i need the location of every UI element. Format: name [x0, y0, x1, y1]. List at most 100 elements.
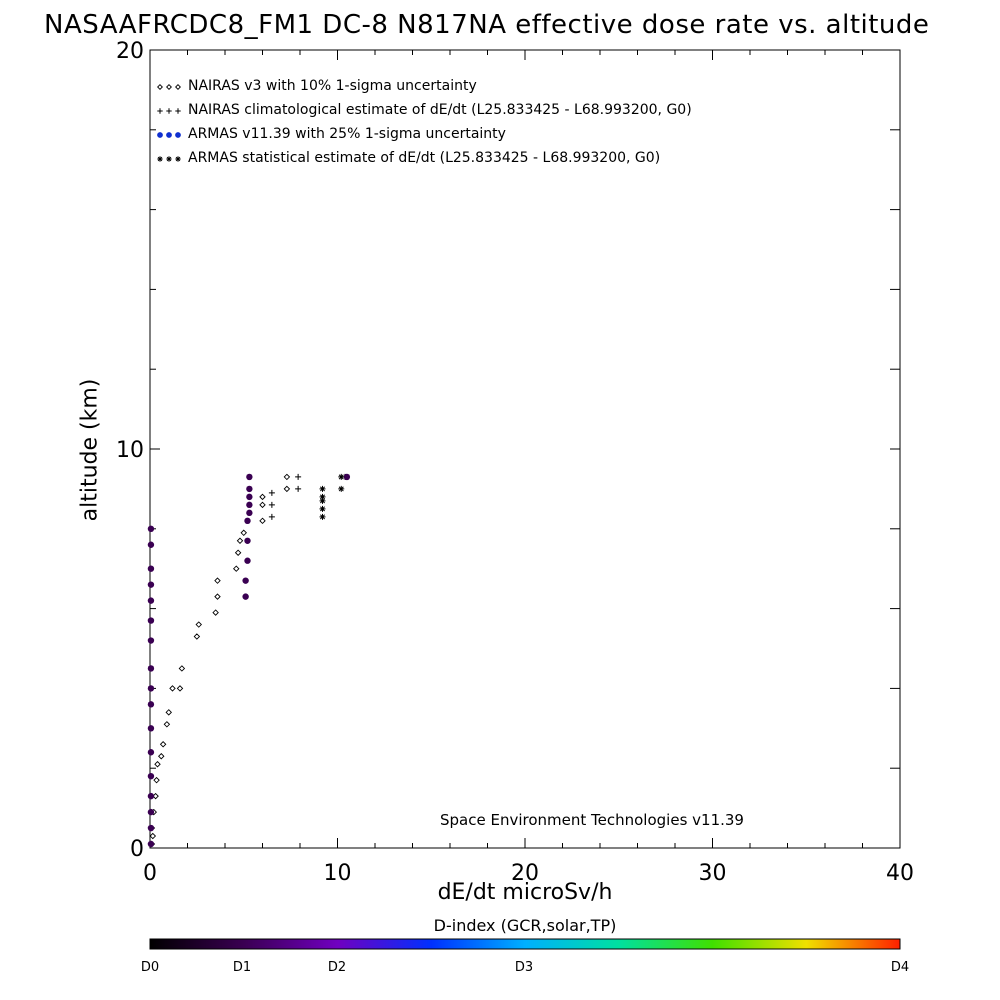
legend-entry: ARMAS statistical estimate of dE/dt (L25…	[157, 150, 660, 166]
x-axis-label: dE/dt microSv/h	[437, 880, 613, 905]
legend-symbol	[157, 84, 163, 90]
armas-statistical-point	[319, 513, 326, 520]
armas-statistical-point	[319, 505, 326, 512]
y-tick-label: 10	[116, 438, 144, 463]
nairas-v3-point	[169, 685, 176, 692]
armas-point	[242, 577, 249, 584]
armas-point	[147, 665, 155, 672]
nairas-v3-point	[195, 621, 202, 628]
legend-symbol	[166, 108, 172, 114]
y-tick-label: 20	[116, 39, 144, 64]
chart-title: NASAAFRCDC8_FM1 DC-8 N817NA effective do…	[44, 10, 930, 40]
legend-label: NAIRAS v3 with 10% 1-sigma uncertainty	[188, 78, 477, 94]
legend-symbol	[166, 84, 172, 90]
armas-point	[147, 840, 155, 848]
armas-point	[147, 701, 155, 708]
armas-point	[246, 501, 253, 509]
legend-label: ARMAS statistical estimate of dE/dt (L25…	[188, 150, 660, 166]
nairas-v3-point	[176, 685, 184, 692]
armas-point	[147, 637, 155, 644]
y-tick-label: 0	[130, 837, 144, 862]
armas-point	[343, 473, 351, 481]
x-tick-label: 0	[143, 861, 157, 886]
armas-point	[147, 685, 155, 692]
nairas-v3-point	[236, 537, 244, 545]
colorbar-label: D3	[515, 960, 533, 975]
armas-point	[244, 557, 251, 564]
nairas-v3-point	[283, 485, 291, 493]
nairas-v3-point	[214, 577, 221, 584]
nairas-v3-point	[159, 741, 167, 748]
x-tick-label: 30	[699, 861, 727, 886]
armas-statistical-point	[338, 485, 345, 492]
nairas-climatological-point	[268, 501, 275, 508]
armas-point	[147, 525, 155, 532]
armas-point	[147, 749, 155, 756]
legend-entry: ARMAS v11.39 with 25% 1-sigma uncertaint…	[157, 126, 506, 142]
nairas-v3-point	[214, 593, 221, 600]
legend-symbol	[157, 108, 163, 114]
nairas-v3-point	[149, 832, 157, 840]
legend-symbol	[175, 156, 181, 162]
armas-point	[147, 617, 155, 624]
armas-point	[246, 485, 253, 493]
armas-point	[242, 593, 249, 600]
nairas-v3-point	[259, 501, 266, 509]
nairas-climatological-point	[268, 513, 275, 520]
nairas-v3-point	[234, 549, 242, 556]
nairas-v3-point	[233, 565, 240, 572]
armas-point	[246, 493, 253, 501]
legend-entry: NAIRAS climatological estimate of dE/dt …	[157, 102, 692, 118]
nairas-v3-point	[259, 493, 266, 501]
legend-symbol	[157, 156, 163, 162]
nairas-v3-point	[153, 776, 160, 784]
legend-symbol	[157, 132, 163, 138]
colorbar	[149, 938, 901, 950]
nairas-v3-point	[154, 760, 161, 768]
legend-label: ARMAS v11.39 with 25% 1-sigma uncertaint…	[188, 126, 506, 142]
armas-point	[244, 537, 251, 544]
legend-entry: NAIRAS v3 with 10% 1-sigma uncertainty	[157, 78, 477, 94]
colorbar-title: D-index (GCR,solar,TP)	[433, 916, 617, 935]
armas-point	[244, 517, 251, 525]
legend-symbol	[166, 156, 172, 162]
colorbar-label: D4	[891, 960, 909, 975]
colorbar-label: D2	[328, 960, 346, 975]
nairas-v3-point	[193, 633, 201, 640]
armas-point	[147, 581, 155, 588]
x-tick-label: 20	[511, 861, 539, 886]
legend-symbol	[175, 108, 181, 114]
nairas-v3-point	[158, 752, 165, 760]
x-tick-label: 10	[324, 861, 352, 886]
nairas-v3-point	[283, 473, 291, 481]
colorbar-label: D0	[141, 960, 159, 975]
armas-point	[246, 473, 253, 481]
armas-point	[147, 725, 155, 732]
armas-point	[147, 541, 155, 548]
plot-frame	[149, 49, 901, 849]
armas-point	[246, 509, 253, 517]
nairas-v3-point	[212, 609, 219, 616]
x-tick-label: 40	[886, 861, 914, 886]
nairas-v3-point	[259, 517, 266, 525]
armas-point	[147, 597, 155, 604]
armas-point	[147, 565, 155, 572]
legend-symbol	[175, 84, 181, 90]
nairas-v3-point	[163, 721, 171, 728]
armas-point	[147, 792, 155, 800]
armas-point	[147, 824, 155, 832]
legend-label: NAIRAS climatological estimate of dE/dt …	[188, 102, 692, 118]
nairas-v3-point	[178, 665, 186, 672]
armas-statistical-point	[338, 473, 345, 480]
armas-statistical-point	[319, 493, 326, 500]
nairas-v3-point	[165, 709, 172, 716]
armas-point	[147, 772, 155, 780]
armas-statistical-point	[319, 497, 326, 504]
nairas-climatological-point	[295, 485, 302, 492]
nairas-climatological-point	[295, 473, 302, 480]
legend-symbol	[166, 132, 172, 138]
nairas-climatological-point	[268, 489, 275, 496]
nairas-v3-point	[240, 529, 247, 537]
armas-point	[147, 808, 155, 816]
